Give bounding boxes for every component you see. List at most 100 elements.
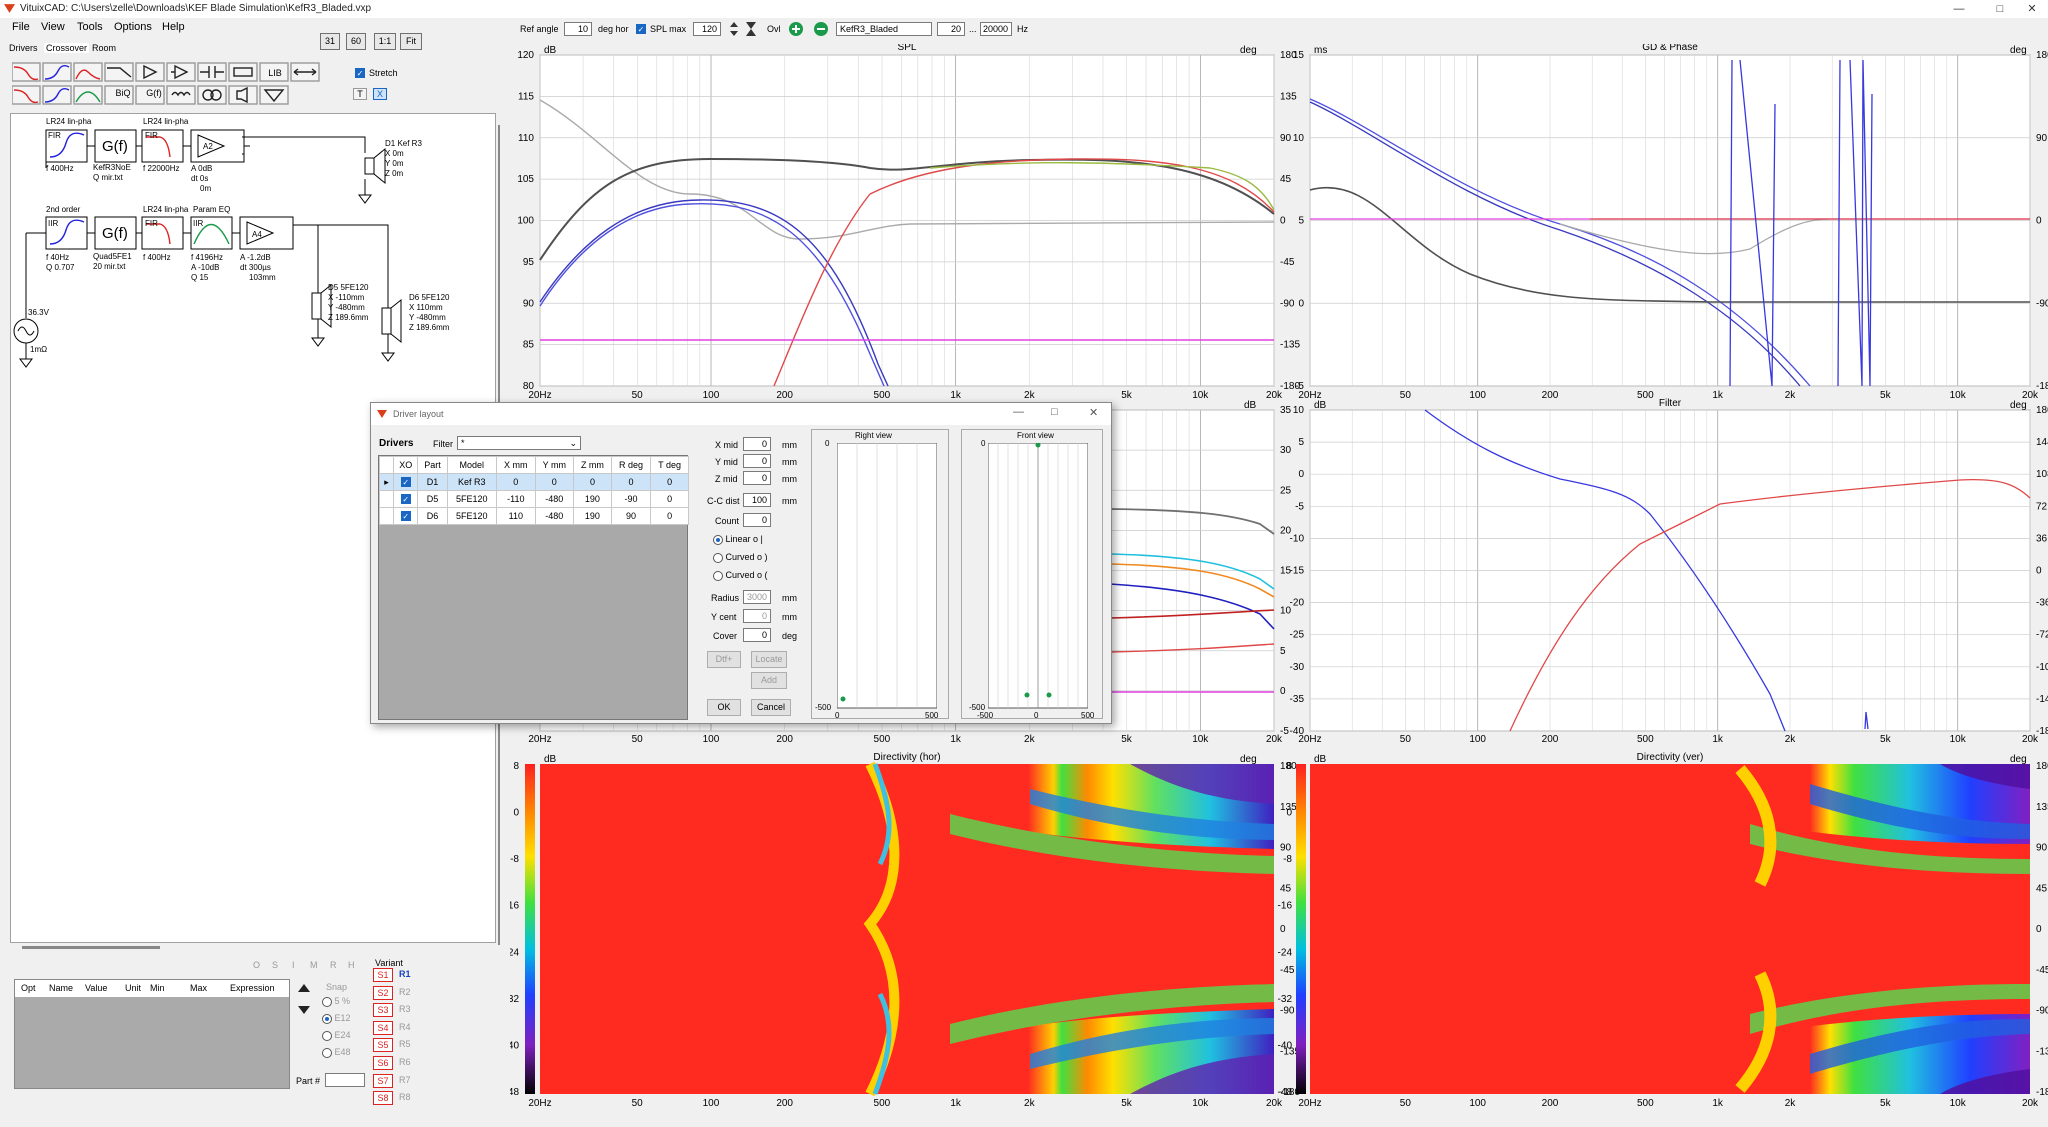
tab-crossover[interactable]: Crossover [44,43,90,53]
freq-min-input[interactable]: 20 [937,22,965,36]
delete-tool-button[interactable]: X [373,88,387,100]
row-xo-checkbox[interactable]: ✓ [392,507,419,525]
x-mid-input[interactable]: 0 [743,437,771,451]
letter-h[interactable]: H [348,960,355,970]
snap-e24[interactable]: E24 [322,1030,351,1041]
drivers-grid[interactable]: XO Part Model X mm Y mm Z mm R deg T deg… [378,455,689,720]
dialog-minimize-button[interactable]: — [1013,406,1024,418]
cell[interactable]: 0 [650,473,689,491]
variant-r-button[interactable]: R7 [399,1074,411,1085]
ok-button[interactable]: OK [707,699,741,716]
tab-drivers[interactable]: Drivers [9,43,38,53]
stretch-checkbox[interactable]: ✓ [355,68,365,78]
cell[interactable]: 0 [650,490,689,508]
cc-dist-input[interactable]: 100 [743,493,771,507]
gf2-block[interactable]: G(f) [102,225,128,242]
filter-select[interactable]: * ⌄ [457,436,581,450]
right-view-driver-marker[interactable] [840,696,846,702]
schematic-hscroll[interactable] [22,946,160,949]
table-row[interactable]: ✓ D6 5FE120 110 -480 190 90 0 [379,507,689,525]
snap-5pct[interactable]: 5 % [322,996,350,1007]
variant-s-button[interactable]: S8 [373,1091,393,1106]
menu-file[interactable]: File [12,21,30,33]
tab-room[interactable]: Room [92,43,117,53]
cover-input[interactable]: 0 [743,628,771,642]
front-view-driver-d5[interactable] [1024,692,1030,698]
cell[interactable]: -480 [534,490,574,508]
variant-s-button[interactable]: S2 [373,985,393,1000]
letter-r[interactable]: R [330,960,337,970]
cell[interactable]: D1 [417,473,448,491]
cell[interactable]: 0 [650,507,689,525]
letter-i[interactable]: I [292,960,295,970]
letter-m[interactable]: M [310,960,318,970]
crossover-tool-icons[interactable] [11,62,462,107]
front-view-driver-d6[interactable] [1046,692,1052,698]
cell[interactable]: D5 [417,490,448,508]
minimize-button[interactable]: — [1953,3,1965,15]
right-view-canvas[interactable] [837,443,937,711]
text-tool-button[interactable]: T [353,88,367,100]
move-row-icons[interactable] [297,982,311,1018]
row-xo-checkbox[interactable]: ✓ [392,490,419,508]
cell[interactable]: 90 [610,507,652,525]
project-name-field[interactable]: KefR3_Bladed [836,22,932,36]
letter-o[interactable]: O [253,960,261,970]
dialog-close-button[interactable]: ✕ [1089,407,1099,419]
spl-max-input[interactable]: 120 [693,22,721,36]
cell[interactable]: 0 [496,473,536,491]
biq-button[interactable]: BiQ [115,88,131,98]
snap-e48[interactable]: E48 [322,1047,351,1058]
cell[interactable]: D6 [417,507,448,525]
cell[interactable]: -480 [534,507,574,525]
add-button[interactable]: Add [751,672,787,689]
menu-options[interactable]: Options [114,21,152,33]
cell[interactable]: 110 [496,507,536,525]
variant-s-button[interactable]: S5 [373,1038,393,1053]
front-view-canvas[interactable] [988,443,1088,711]
variant-r-button[interactable]: R1 [399,969,411,979]
cell[interactable]: 190 [572,507,612,525]
cell[interactable]: 0 [534,473,574,491]
menu-view[interactable]: View [41,21,65,33]
remove-overlay-icon[interactable] [813,21,829,37]
radius-input[interactable]: 3000 [743,590,771,604]
variant-r-button[interactable]: R2 [399,986,411,997]
cell[interactable]: 0 [572,473,612,491]
zoom-11-button[interactable]: 1:1 [374,33,396,50]
optimizer-table[interactable]: Opt Name Value Unit Min Max Expression [14,979,290,1089]
menu-help[interactable]: Help [162,21,185,33]
lib-button[interactable]: LIB [268,68,282,78]
cell[interactable]: -90 [610,490,652,508]
hourglass-icon[interactable] [745,21,757,37]
variant-s-button[interactable]: S1 [373,968,393,982]
locate-button[interactable]: Locate [751,651,787,668]
ref-angle-input[interactable]: 10 [564,22,592,36]
cell[interactable]: 190 [572,490,612,508]
menu-tools[interactable]: Tools [77,21,103,33]
variant-r-button[interactable]: R3 [399,1004,411,1015]
variant-s-button[interactable]: S3 [373,1003,393,1018]
variant-r-button[interactable]: R6 [399,1057,411,1067]
ycent-input[interactable]: 0 [743,609,771,623]
part-number-input[interactable] [325,1073,365,1087]
add-overlay-icon[interactable] [788,21,804,37]
maximize-button[interactable]: □ [1996,3,2004,15]
close-button[interactable]: ✕ [2027,3,2037,15]
cell[interactable]: -110 [496,490,536,508]
front-view-driver-d1[interactable] [1035,443,1041,448]
variant-r-button[interactable]: R5 [399,1039,411,1050]
variant-s-button[interactable]: S4 [373,1020,393,1035]
cancel-button[interactable]: Cancel [751,699,791,716]
variant-s-button[interactable]: S7 [373,1073,393,1088]
zoom-31-button[interactable]: 31 [320,33,340,50]
snap-e12[interactable]: E12 [322,1013,351,1024]
row-xo-checkbox[interactable]: ✓ [392,473,419,491]
spl-max-checkbox[interactable]: ✓ [636,24,646,34]
cell[interactable]: 5FE120 [446,507,498,525]
linear-radio[interactable]: Linear o | [713,534,763,545]
freq-max-input[interactable]: 20000 [980,22,1012,36]
cell[interactable]: 5FE120 [446,490,498,508]
variant-r-button[interactable]: R8 [399,1092,411,1103]
zoom-fit-button[interactable]: Fit [400,33,422,50]
